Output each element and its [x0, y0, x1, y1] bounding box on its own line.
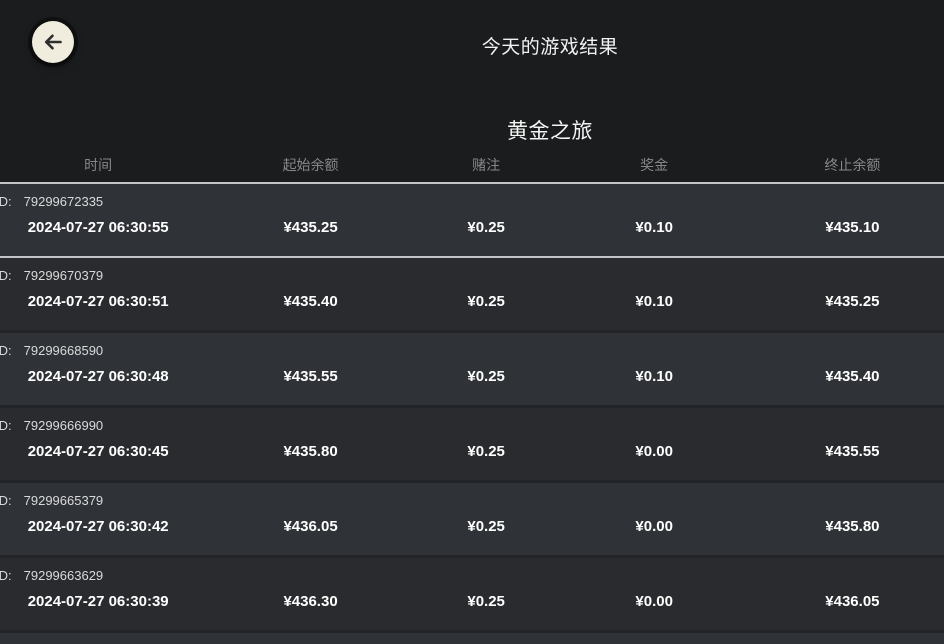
cell-time: 2024-07-27 06:30:55 — [27, 219, 169, 236]
cell-start-balance: ¥436.05 — [283, 518, 338, 535]
cell-bet: ¥0.25 — [467, 219, 505, 236]
column-header-end-balance: 终止余额 — [824, 157, 881, 173]
cell-end-balance: ¥435.55 — [825, 443, 880, 460]
cell-start-balance: ¥435.80 — [283, 443, 338, 460]
table-row[interactable]: ID: 79299665379 2024-07-27 06:30:42 ¥436… — [0, 480, 944, 555]
game-id-line: ID: 79299666990 — [0, 418, 103, 433]
cell-time: 2024-07-27 06:30:51 — [27, 293, 169, 310]
cell-time: 2024-07-27 06:30:48 — [27, 368, 169, 385]
cell-bet: ¥0.25 — [467, 518, 505, 535]
id-label: ID: — [0, 268, 12, 283]
column-header-time: 时间 — [84, 157, 113, 173]
table-row[interactable]: ID: 79299670379 2024-07-27 06:30:51 ¥435… — [0, 258, 944, 330]
id-value: 79299672335 — [23, 194, 104, 209]
row-values: 2024-07-27 06:30:51 ¥435.40 ¥0.25 ¥0.10 … — [0, 291, 944, 312]
cell-end-balance: ¥436.05 — [825, 593, 880, 610]
cell-start-balance: ¥435.25 — [283, 219, 338, 236]
table-header: 时间 起始余额 赌注 奖金 终止余额 — [0, 148, 944, 182]
cell-bet: ¥0.25 — [467, 443, 505, 460]
cell-start-balance: ¥435.55 — [283, 368, 338, 385]
cell-prize: ¥0.00 — [635, 443, 673, 460]
id-value: 79299670379 — [23, 268, 104, 283]
game-name: 黄金之旅 — [507, 120, 593, 143]
table-row[interactable]: ID: 79299666990 2024-07-27 06:30:45 ¥435… — [0, 405, 944, 480]
table-row[interactable]: ID: 79299672335 2024-07-27 06:30:55 ¥435… — [0, 182, 944, 258]
game-id-line: ID: 79299670379 — [0, 268, 103, 283]
cell-prize: ¥0.00 — [635, 518, 673, 535]
cell-end-balance: ¥435.80 — [825, 518, 880, 535]
cell-time: 2024-07-27 06:30:42 — [27, 518, 169, 535]
cell-prize: ¥0.10 — [635, 368, 673, 385]
cell-end-balance: ¥435.10 — [825, 219, 880, 236]
cell-bet: ¥0.25 — [467, 593, 505, 610]
id-label: ID: — [0, 343, 12, 358]
row-values: 2024-07-27 06:30:55 ¥435.25 ¥0.25 ¥0.10 … — [0, 217, 944, 238]
cell-prize: ¥0.00 — [635, 593, 673, 610]
game-id-line: ID: 79299663629 — [0, 568, 103, 583]
game-id-line: ID: 79299672335 — [0, 194, 103, 209]
game-id-line: ID: 79299668590 — [0, 343, 103, 358]
row-values: 2024-07-27 06:30:42 ¥436.05 ¥0.25 ¥0.00 … — [0, 516, 944, 537]
column-header-start-balance: 起始余额 — [282, 157, 339, 173]
cell-time: 2024-07-27 06:30:39 — [27, 593, 169, 610]
row-values: 2024-07-27 06:30:48 ¥435.55 ¥0.25 ¥0.10 … — [0, 366, 944, 387]
id-value: 79299668590 — [23, 343, 104, 358]
id-label: ID: — [0, 418, 12, 433]
cell-bet: ¥0.25 — [467, 293, 505, 310]
row-values: 2024-07-27 06:30:39 ¥436.30 ¥0.25 ¥0.00 … — [0, 591, 944, 612]
cell-prize: ¥0.10 — [635, 293, 673, 310]
id-label: ID: — [0, 194, 12, 209]
cell-end-balance: ¥435.40 — [825, 368, 880, 385]
id-value: 79299663629 — [23, 568, 104, 583]
cell-prize: ¥0.10 — [635, 219, 673, 236]
id-label: ID: — [0, 568, 12, 583]
results-table: ID: 79299672335 2024-07-27 06:30:55 ¥435… — [0, 182, 944, 644]
cell-bet: ¥0.25 — [467, 368, 505, 385]
cell-time: 2024-07-27 06:30:45 — [27, 443, 169, 460]
cell-start-balance: ¥436.30 — [283, 593, 338, 610]
id-value: 79299666990 — [23, 418, 104, 433]
back-button[interactable] — [32, 21, 74, 63]
table-row-partial — [0, 630, 944, 644]
id-value: 79299665379 — [23, 493, 104, 508]
column-header-prize: 奖金 — [640, 157, 669, 173]
cell-start-balance: ¥435.40 — [283, 293, 338, 310]
page-title: 今天的游戏结果 — [481, 37, 619, 58]
game-id-line: ID: 79299665379 — [0, 493, 103, 508]
table-row[interactable]: ID: 79299668590 2024-07-27 06:30:48 ¥435… — [0, 330, 944, 405]
column-header-bet: 赌注 — [472, 157, 501, 173]
row-values: 2024-07-27 06:30:45 ¥435.80 ¥0.25 ¥0.00 … — [0, 441, 944, 462]
id-label: ID: — [0, 493, 12, 508]
back-arrow-icon — [44, 34, 62, 50]
table-row[interactable]: ID: 79299663629 2024-07-27 06:30:39 ¥436… — [0, 555, 944, 630]
cell-end-balance: ¥435.25 — [825, 293, 880, 310]
